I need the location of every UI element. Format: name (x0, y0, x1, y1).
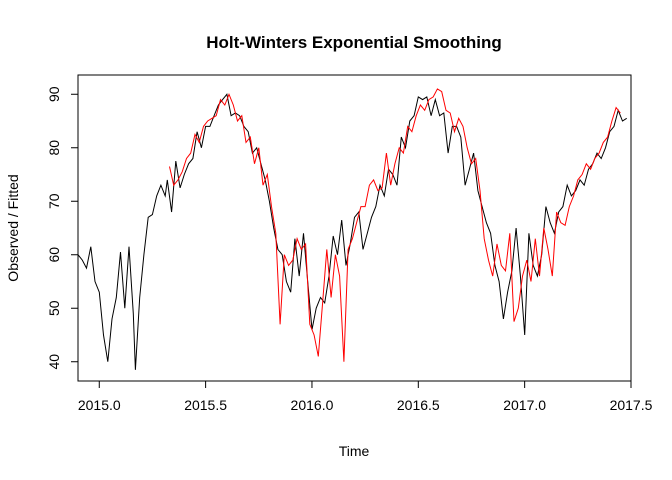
y-tick-label: 40 (46, 354, 62, 370)
y-tick-label: 50 (46, 300, 62, 316)
x-tick-label: 2015.5 (184, 397, 227, 413)
series-layer (77, 88, 627, 370)
x-tick-label: 2016.0 (291, 397, 334, 413)
x-tick-label: 2016.5 (397, 397, 440, 413)
y-tick-label: 70 (46, 193, 62, 209)
y-axis: 40 50 60 70 80 90 (46, 86, 79, 370)
chart-title: Holt-Winters Exponential Smoothing (206, 33, 501, 52)
x-tick-label: 2017.5 (610, 397, 653, 413)
plot-frame (77, 74, 632, 382)
y-axis-label: Observed / Fitted (5, 174, 21, 281)
y-tick-label: 90 (46, 86, 62, 102)
y-tick-label: 60 (46, 247, 62, 263)
x-tick-label: 2017.0 (503, 397, 546, 413)
x-tick-label: 2015.0 (78, 397, 121, 413)
x-axis-label: Time (339, 443, 370, 459)
series-line-2 (169, 88, 621, 362)
y-tick-label: 80 (46, 140, 62, 156)
x-axis: 2015.0 2015.5 2016.0 2016.5 2017.0 2017.5 (78, 380, 653, 413)
